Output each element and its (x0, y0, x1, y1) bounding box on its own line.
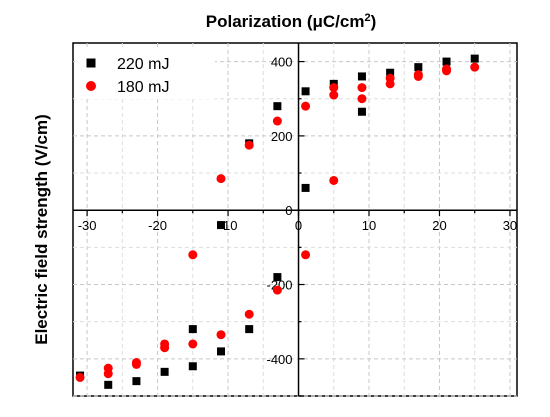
data-point-circle (329, 90, 339, 100)
data-point-square (273, 273, 282, 282)
data-point-circle (103, 363, 113, 373)
data-point-circle (357, 94, 367, 104)
data-point-square (386, 68, 395, 77)
y-tick-label: 200 (271, 129, 293, 144)
data-points (75, 54, 480, 389)
data-point-circle (329, 175, 339, 185)
data-point-circle (188, 250, 198, 260)
data-point-circle (75, 372, 85, 382)
data-point-circle (385, 73, 395, 83)
data-point-square (188, 325, 197, 334)
legend-box (75, 47, 215, 99)
y-tick-label: -400 (266, 352, 292, 367)
data-point-square (301, 183, 310, 192)
x-tick-label: 30 (503, 218, 517, 233)
data-point-circle (301, 101, 311, 111)
x-tick-label: 20 (432, 218, 446, 233)
legend: 220 mJ 180 mJ (75, 47, 215, 99)
data-point-square (132, 377, 141, 386)
data-point-square (273, 102, 282, 111)
data-point-square (160, 367, 169, 376)
x-tick-label: -30 (78, 218, 97, 233)
legend-marker-circle (86, 81, 96, 91)
data-point-circle (244, 140, 254, 150)
data-point-circle (470, 62, 480, 72)
data-point-square (188, 362, 197, 371)
data-point-circle (216, 330, 226, 340)
data-point-circle (244, 309, 254, 319)
legend-marker-square (86, 58, 96, 68)
legend-label: 220 mJ (117, 56, 169, 73)
data-point-circle (188, 339, 198, 349)
data-point-square (470, 54, 479, 63)
data-point-circle (131, 358, 141, 368)
x-axis-title: Polarization (μC/cm2) (206, 12, 377, 31)
legend-label: 180 mJ (117, 79, 169, 96)
data-point-circle (357, 83, 367, 93)
data-point-square (301, 87, 310, 96)
data-point-square (217, 221, 225, 230)
data-point-square (357, 107, 366, 116)
x-tick-label: 0 (295, 218, 302, 233)
data-point-circle (442, 64, 452, 74)
data-point-circle (272, 285, 282, 295)
x-tick-label: 10 (362, 218, 376, 233)
plot-frame (72, 42, 518, 397)
data-point-square (357, 72, 366, 81)
data-point-square (245, 325, 254, 334)
data-point-square (217, 347, 225, 356)
data-point-square (442, 57, 451, 66)
data-point-circle (329, 83, 339, 93)
y-tick-label: -200 (266, 278, 292, 293)
y-axis-title: Electric field strength (V/cm) (32, 114, 51, 345)
data-point-circle (413, 70, 423, 80)
axes (73, 43, 517, 397)
data-point-circle (301, 250, 311, 260)
data-point-circle (216, 174, 226, 184)
y-tick-label: 400 (271, 55, 293, 70)
grid-lines (73, 43, 517, 397)
data-point-square (414, 63, 423, 72)
data-point-circle (272, 116, 282, 126)
data-point-circle (160, 339, 170, 349)
y-tick-label: 0 (285, 203, 292, 218)
x-tick-label: -20 (148, 218, 167, 233)
data-point-square (104, 380, 113, 389)
